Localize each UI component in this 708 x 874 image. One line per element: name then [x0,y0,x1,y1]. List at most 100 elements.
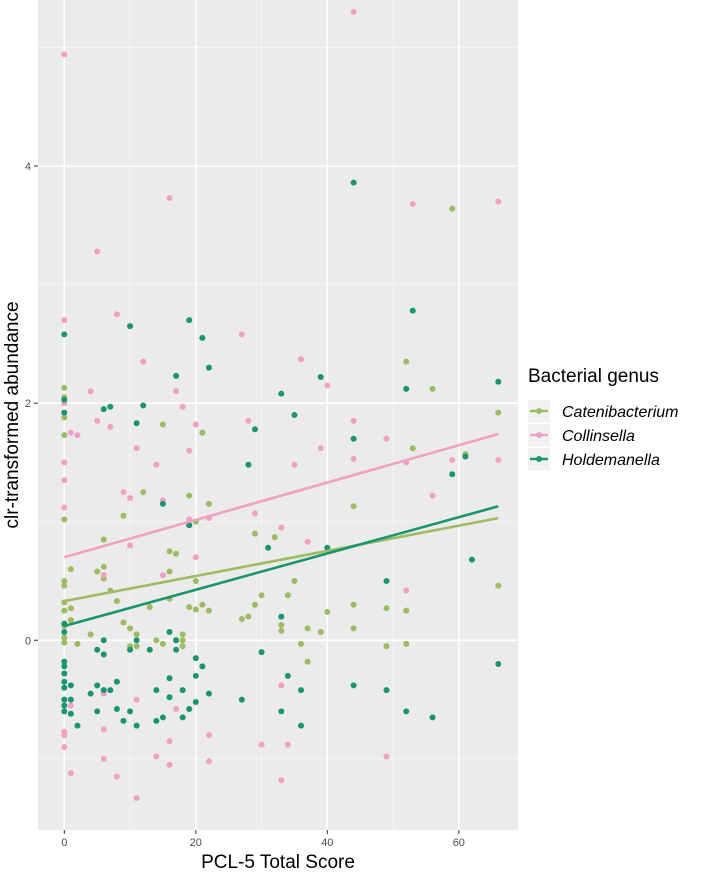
catenibacterium-point [284,592,291,599]
holdemanella-point [107,687,114,694]
holdemanella-point [192,672,199,679]
holdemanella-point [166,628,173,635]
collinsella-point [113,311,120,318]
catenibacterium-point [186,604,193,611]
collinsella-point [324,382,331,389]
collinsella-point [166,738,173,745]
holdemanella-point [179,687,186,694]
catenibacterium-point [238,615,245,622]
collinsella-point [278,777,285,784]
fit-lines [63,432,499,628]
holdemanella-point [61,628,68,635]
x-tick-label: 0 [61,837,67,849]
collinsella-point [166,761,173,768]
holdemanella-point [199,334,206,341]
catenibacterium-point [449,205,456,212]
data-points [61,8,502,801]
catenibacterium-point [133,631,140,638]
holdemanella-point [192,698,199,705]
holdemanella-point [67,710,74,717]
catenibacterium-point [120,619,127,626]
x-tick-label: 40 [321,837,333,849]
holdemanella-point [61,678,68,685]
y-axis-title: clr-transformed abundance [2,301,23,528]
x-axis-title: PCL-5 Total Score [201,852,355,873]
collinsella-point [383,435,390,442]
collinsella-point [67,702,74,709]
collinsella-point [350,455,357,462]
holdemanella-point [179,714,186,721]
holdemanella-point [166,694,173,701]
collinsella-point [298,356,305,363]
collinsella-point [173,706,180,713]
catenibacterium-point [166,548,173,555]
catenibacterium-point [403,358,410,365]
collinsella-fit-line [63,432,499,559]
collinsella-point [94,417,101,424]
holdemanella-point [61,658,68,665]
collinsella-point [67,429,74,436]
major-gridlines [38,0,518,830]
holdemanella-legend-key-point [536,456,542,462]
collinsella-point [100,572,107,579]
catenibacterium-point [140,489,147,496]
holdemanella-point [127,646,134,653]
catenibacterium-point [251,601,258,608]
collinsella-point [74,432,81,439]
x-tick-label: 60 [453,837,465,849]
holdemanella-point [61,670,68,677]
holdemanella-point [350,435,357,442]
catenibacterium-point [61,582,68,589]
holdemanella-point [278,708,285,715]
holdemanella-point [94,682,101,689]
holdemanella-point [205,690,212,697]
catenibacterium-point [199,601,206,608]
holdemanella-point [350,179,357,186]
holdemanella-point [449,471,456,478]
catenibacterium-point [61,414,68,421]
holdemanella-point [87,690,94,697]
holdemanella-point [383,687,390,694]
collinsella-point [350,8,357,15]
catenibacterium-point [192,606,199,613]
catenibacterium-point [409,445,416,452]
holdemanella-point [166,675,173,682]
catenibacterium-point [278,621,285,628]
holdemanella-point [159,714,166,721]
holdemanella-point [61,663,68,670]
holdemanella-point [74,722,81,729]
holdemanella-point [107,403,114,410]
collinsella-point [429,492,436,499]
collinsella-point [192,554,199,561]
x-tick-label: 20 [190,837,202,849]
collinsella-point [409,200,416,207]
holdemanella-point [94,646,101,653]
catenibacterium-point [94,568,101,575]
catenibacterium-point [179,643,186,650]
holdemanella-point [298,687,305,694]
catenibacterium-point [100,563,107,570]
holdemanella-fit-line [63,505,499,628]
catenibacterium-point [61,634,68,641]
holdemanella-point [278,613,285,620]
collinsella-point [100,755,107,762]
collinsella-point [153,461,160,468]
catenibacterium-point [159,421,166,428]
holdemanella-point [61,708,68,715]
collinsella-point [153,753,160,760]
plot-panel [38,0,518,830]
catenibacterium-point [403,607,410,614]
collinsella-point [61,744,68,750]
holdemanella-point [186,522,193,529]
catenibacterium-point [153,637,160,644]
catenibacterium-point [383,605,390,612]
catenibacterium-point [291,578,298,584]
catenibacterium-point [120,512,127,519]
collinsella-point [383,753,390,760]
collinsella-point [205,758,212,765]
holdemanella-point [291,412,298,418]
holdemanella-point [495,378,502,385]
holdemanella-point [284,672,291,679]
holdemanella-point [173,646,180,653]
